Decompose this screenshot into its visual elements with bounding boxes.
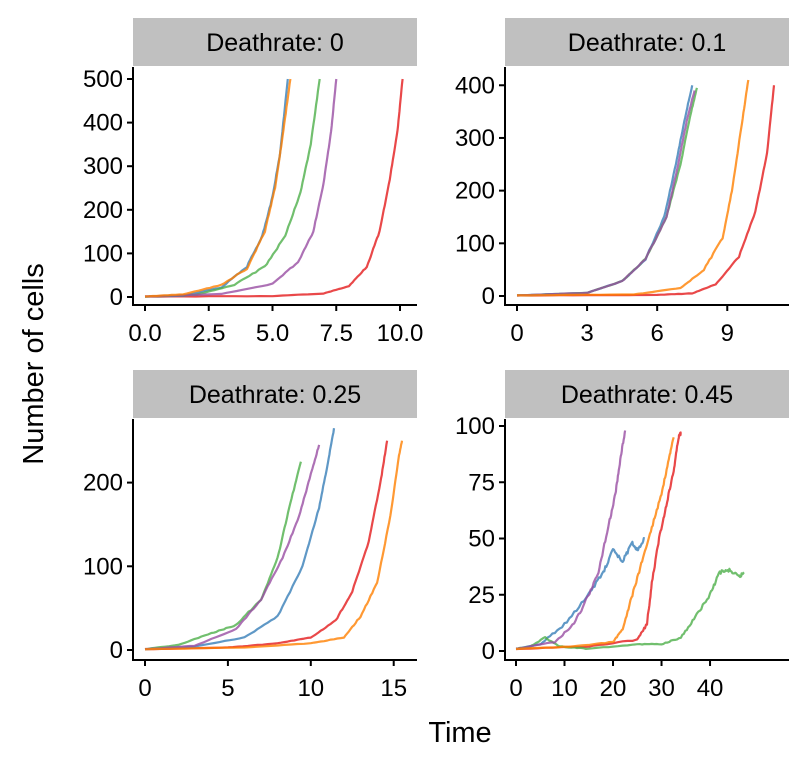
y-tick-label: 100 — [83, 240, 123, 267]
y-tick-label: 300 — [83, 153, 123, 180]
y-tick-label: 200 — [455, 178, 495, 205]
series-line — [144, 78, 338, 298]
y-tick-label: 0 — [110, 284, 123, 311]
y-tick-label: 75 — [468, 469, 495, 496]
y-tick-label: 400 — [83, 110, 123, 137]
panel-strip — [505, 18, 789, 66]
y-tick-label: 100 — [83, 553, 123, 580]
y-tick-label: 0 — [110, 637, 123, 664]
series-line — [144, 444, 321, 651]
y-tick-label: 0 — [482, 283, 495, 310]
x-tick-label: 2.5 — [192, 320, 225, 347]
x-tick-label: 20 — [600, 675, 627, 702]
series-line — [516, 90, 696, 297]
y-tick-label: 25 — [468, 582, 495, 609]
x-tick-label: 0 — [509, 675, 522, 702]
x-tick-label: 6 — [651, 320, 664, 347]
y-tick-label: 100 — [455, 230, 495, 257]
x-tick-label: 9 — [721, 320, 734, 347]
panel-4: Deathrate: 0.45 0 25 50 75 100 0 10 20 30 40 — [455, 370, 789, 702]
series-line — [144, 78, 321, 298]
y-tick-label: 0 — [482, 638, 495, 665]
x-tick-label: 5 — [221, 675, 234, 702]
y-axis-title: Number of cells — [18, 263, 50, 464]
x-tick-label: 40 — [697, 675, 724, 702]
panel-title: Deathrate: 0.45 — [561, 381, 733, 409]
y-tick-label: 200 — [83, 197, 123, 224]
y-tick-label: 300 — [455, 125, 495, 152]
series-line — [144, 440, 404, 651]
series-line — [144, 461, 302, 651]
y-tick-label: 50 — [468, 526, 495, 553]
series-line — [515, 430, 627, 650]
panel-strip — [133, 370, 417, 418]
series-line — [516, 85, 776, 297]
series-line — [517, 79, 750, 297]
panel-title: Deathrate: 0 — [206, 29, 344, 57]
series-line — [144, 78, 292, 298]
x-tick-label: 0 — [510, 320, 523, 347]
series-line — [515, 537, 646, 650]
series-line — [144, 78, 404, 298]
panel-title: Deathrate: 0.25 — [189, 381, 361, 409]
panel-3: Deathrate: 0.25 0 100 200 0 5 10 15 — [83, 370, 417, 702]
panel-title: Deathrate: 0.1 — [568, 29, 726, 57]
x-tick-label: 30 — [648, 675, 675, 702]
x-tick-label: 15 — [380, 675, 407, 702]
series-line — [144, 428, 336, 651]
panel-1: Deathrate: 0 0 100 200 300 400 500 0.0 2.5 5.0 7.5… — [83, 18, 423, 347]
series-line — [144, 440, 389, 651]
x-tick-label: 3 — [580, 320, 593, 347]
x-axis-title: Time — [428, 717, 491, 749]
x-tick-label: 0 — [138, 675, 151, 702]
y-tick-label: 500 — [83, 66, 123, 93]
x-tick-label: 10 — [297, 675, 324, 702]
panel-2: Deathrate: 0.1 0 100 200 300 400 0 3 6 9 — [455, 18, 789, 347]
x-tick-label: 0.0 — [128, 320, 161, 347]
x-tick-label: 10.0 — [377, 320, 424, 347]
series-line — [515, 436, 675, 651]
x-tick-label: 10 — [551, 675, 578, 702]
y-tick-label: 200 — [83, 470, 123, 497]
panel-strip — [133, 18, 417, 66]
x-tick-label: 5.0 — [256, 320, 289, 347]
series-line — [515, 431, 682, 651]
x-tick-label: 7.5 — [320, 320, 353, 347]
y-tick-label: 400 — [455, 72, 495, 99]
series-line — [516, 85, 694, 297]
panel-strip — [505, 370, 789, 418]
series-line — [516, 567, 745, 650]
y-tick-label: 100 — [455, 413, 495, 440]
